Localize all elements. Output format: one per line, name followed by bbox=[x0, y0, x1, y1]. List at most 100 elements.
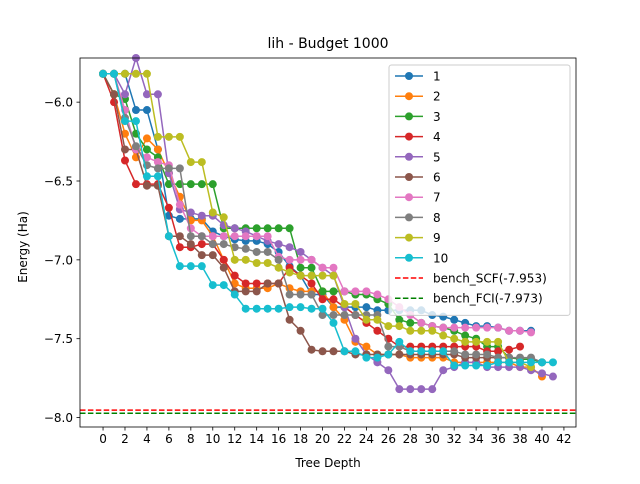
data-point bbox=[142, 69, 151, 78]
data-point bbox=[329, 311, 338, 320]
data-point bbox=[263, 279, 272, 288]
legend-label: 9 bbox=[433, 231, 441, 245]
data-point bbox=[241, 279, 250, 288]
data-point bbox=[428, 347, 437, 356]
x-tick-label: 16 bbox=[271, 432, 286, 446]
data-point bbox=[164, 232, 173, 241]
data-point bbox=[252, 259, 261, 267]
data-point bbox=[340, 300, 349, 308]
x-tick-label: 0 bbox=[99, 432, 107, 446]
data-point bbox=[197, 240, 206, 249]
data-point bbox=[274, 255, 283, 264]
data-point bbox=[263, 247, 272, 256]
data-point bbox=[307, 304, 316, 313]
legend-marker bbox=[405, 132, 413, 141]
data-point bbox=[351, 300, 360, 308]
data-point bbox=[175, 132, 184, 141]
data-point bbox=[208, 180, 217, 189]
data-point bbox=[417, 347, 426, 356]
data-point bbox=[472, 361, 481, 370]
data-point bbox=[197, 180, 206, 189]
data-point bbox=[483, 361, 492, 370]
data-point bbox=[274, 279, 283, 288]
y-axis-label: Energy (Ha) bbox=[16, 211, 30, 283]
data-point bbox=[186, 262, 195, 271]
legend-item: 6 bbox=[395, 171, 441, 185]
data-point bbox=[351, 334, 360, 343]
data-point bbox=[373, 353, 382, 362]
data-point bbox=[318, 311, 327, 320]
data-point bbox=[241, 255, 250, 264]
data-point bbox=[329, 287, 338, 296]
data-point bbox=[351, 311, 360, 320]
x-tick-label: 10 bbox=[205, 432, 220, 446]
data-point bbox=[373, 315, 382, 324]
data-point bbox=[110, 69, 119, 78]
chart-title: lih - Budget 1000 bbox=[267, 36, 388, 52]
data-point bbox=[384, 342, 393, 351]
data-point bbox=[362, 353, 371, 362]
data-point bbox=[406, 347, 415, 356]
data-point bbox=[219, 240, 228, 249]
data-point bbox=[164, 203, 173, 212]
legend-label: 8 bbox=[433, 211, 441, 225]
data-point bbox=[307, 345, 316, 354]
data-point bbox=[153, 90, 162, 99]
y-tick-label: −6.0 bbox=[44, 96, 73, 110]
legend-item: bench_FCI(-7.973) bbox=[395, 292, 543, 306]
data-point bbox=[329, 318, 338, 327]
data-point bbox=[208, 208, 217, 217]
data-point bbox=[252, 224, 261, 233]
data-point bbox=[230, 224, 239, 233]
plot-frame bbox=[79, 57, 577, 428]
data-point bbox=[285, 303, 294, 312]
data-point bbox=[494, 358, 503, 367]
data-point bbox=[263, 304, 272, 313]
data-point bbox=[241, 232, 250, 241]
data-point bbox=[99, 69, 108, 78]
legend-label: 3 bbox=[433, 110, 441, 124]
data-point bbox=[241, 304, 250, 313]
data-point bbox=[208, 251, 217, 260]
legend-item: 8 bbox=[395, 211, 441, 225]
data-point bbox=[197, 158, 206, 167]
data-point bbox=[395, 385, 404, 394]
legend-item: bench_SCF(-7.953) bbox=[395, 272, 547, 286]
data-point bbox=[450, 315, 459, 324]
data-point bbox=[395, 350, 404, 359]
data-point bbox=[175, 214, 184, 223]
legend-marker bbox=[405, 92, 413, 101]
data-point bbox=[329, 303, 338, 312]
data-point bbox=[197, 211, 206, 220]
data-point bbox=[461, 361, 470, 370]
y-tick-label: −6.5 bbox=[44, 175, 73, 189]
data-point bbox=[175, 232, 184, 241]
data-point bbox=[263, 224, 272, 233]
data-point bbox=[373, 326, 382, 335]
data-point bbox=[329, 263, 338, 272]
data-point bbox=[274, 304, 283, 313]
data-point bbox=[472, 337, 481, 346]
data-point bbox=[186, 224, 195, 233]
legend-item: 3 bbox=[395, 110, 441, 124]
legend-box bbox=[388, 64, 571, 316]
data-point bbox=[362, 315, 371, 324]
x-tick-label: 38 bbox=[512, 432, 527, 446]
data-point bbox=[406, 318, 415, 327]
data-point bbox=[142, 90, 151, 99]
data-point bbox=[131, 106, 140, 115]
data-point bbox=[395, 315, 404, 324]
data-point bbox=[537, 369, 546, 378]
legend-marker bbox=[405, 72, 413, 80]
data-point bbox=[208, 281, 217, 290]
data-point bbox=[120, 117, 129, 126]
data-point bbox=[395, 322, 404, 331]
legend-marker bbox=[405, 193, 413, 202]
x-tick-label: 22 bbox=[337, 432, 352, 446]
x-tick-label: 4 bbox=[143, 432, 151, 446]
data-point bbox=[230, 271, 239, 280]
data-point bbox=[285, 315, 294, 324]
data-point bbox=[318, 347, 327, 356]
data-point bbox=[131, 142, 140, 151]
